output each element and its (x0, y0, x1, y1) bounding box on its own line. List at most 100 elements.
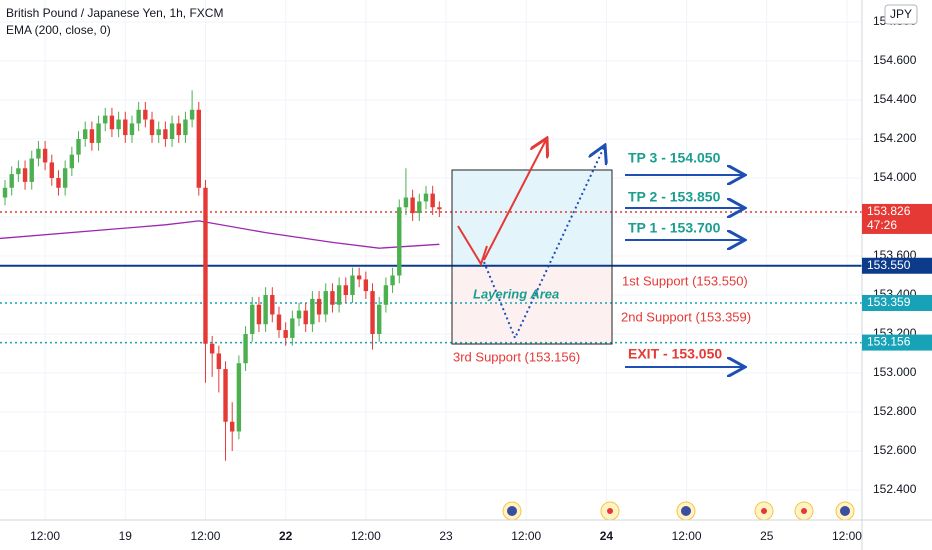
candle-body (390, 275, 395, 286)
candle-body (310, 298, 315, 325)
currency-box[interactable] (884, 4, 918, 25)
candle-body (263, 294, 268, 325)
price-tag-label: 153.550 (867, 258, 911, 272)
candle-body (256, 304, 262, 325)
candle-body (62, 168, 68, 188)
candle-body (103, 115, 108, 124)
candle-body (363, 279, 369, 292)
candle-body (397, 207, 402, 276)
candle-body (430, 193, 435, 208)
candle-body (56, 178, 61, 188)
candle-body (236, 363, 242, 432)
candle-body (296, 310, 302, 319)
candle-body (123, 119, 128, 136)
zone-upper (452, 170, 612, 266)
x-tick-label: 12:00 (30, 529, 60, 543)
x-tick-label: 23 (439, 529, 453, 543)
candle-body (223, 369, 228, 422)
candle-body (196, 109, 201, 188)
candle-body (169, 123, 175, 140)
y-tick-label: 154.400 (873, 92, 917, 106)
candle-body (2, 187, 8, 198)
support2-label: 2nd Support (153.359) (621, 309, 751, 324)
candle-body (230, 421, 235, 432)
candle-body (149, 119, 155, 136)
y-tick-label: 154.600 (873, 53, 917, 67)
candle-body (22, 168, 28, 182)
x-tick-label: 25 (760, 529, 774, 543)
x-tick-label: 12:00 (832, 529, 862, 543)
candle-body (89, 129, 95, 143)
candle-body (303, 310, 308, 325)
exit-label: EXIT - 153.050 (628, 346, 722, 362)
y-tick-label: 153.000 (873, 365, 917, 379)
candle-body (209, 343, 215, 354)
tp3-label: TP 3 - 154.050 (628, 150, 721, 166)
zone-label: Layering Area (473, 286, 559, 301)
candle-body (403, 197, 409, 208)
candle-body (143, 109, 148, 120)
red-arrow-down (457, 225, 488, 267)
candle-body (336, 285, 342, 305)
candle-body (36, 148, 41, 159)
candle-body (156, 129, 161, 136)
candle-body (283, 330, 288, 338)
x-tick-label: 12:00 (511, 529, 541, 543)
candle-body (370, 291, 375, 334)
candle-body (96, 123, 101, 143)
candle-body (163, 129, 168, 140)
candle-body (76, 139, 81, 155)
candle-body (270, 294, 275, 315)
x-tick-label: 12:00 (351, 529, 381, 543)
candle-body (250, 304, 255, 334)
price-tag (862, 203, 932, 234)
candle-body (417, 201, 422, 214)
candle-body (176, 123, 181, 136)
x-tick-label: 22 (279, 529, 293, 543)
candle-body (323, 291, 328, 315)
y-tick-label: 152.600 (873, 443, 917, 457)
support3-label: 3rd Support (153.156) (453, 349, 580, 364)
candle-body (42, 148, 48, 163)
price-tag (862, 334, 932, 351)
x-tick-label: 19 (119, 529, 133, 543)
tp2-label: TP 2 - 153.850 (628, 189, 721, 205)
candle-body (16, 168, 21, 175)
x-tick-label: 12:00 (190, 529, 220, 543)
price-tag-label: 153.826 (867, 204, 911, 218)
currency-label[interactable]: JPY (890, 7, 912, 21)
candle-body (423, 193, 429, 202)
zone-lower (452, 266, 612, 344)
candle-body (116, 119, 121, 130)
candle-body (136, 109, 141, 124)
y-tick-label: 152.800 (873, 404, 917, 418)
candle-body (189, 109, 195, 120)
zone-box (451, 169, 613, 345)
candle-body (410, 197, 415, 214)
price-tag (862, 294, 932, 311)
y-tick-label: 154.000 (873, 170, 917, 184)
red-arrow-up (483, 138, 547, 261)
candle-body (69, 154, 75, 169)
support1-label: 1st Support (153.550) (622, 273, 748, 288)
ema-line (0, 220, 440, 249)
candle-body (383, 285, 389, 305)
candle-body (109, 115, 115, 130)
indicator-label: EMA (200, close, 0) (6, 23, 111, 37)
x-tick-label: 12:00 (672, 529, 702, 543)
price-tag-label: 153.359 (867, 295, 911, 309)
event-icons (502, 501, 855, 521)
candle-body (350, 275, 355, 295)
candle-body (129, 123, 135, 136)
candle-body (183, 119, 188, 136)
candle-body (356, 275, 362, 280)
candle-body (377, 304, 382, 334)
candle-body (243, 333, 248, 364)
candle-body (437, 207, 442, 210)
tp1-label: TP 1 - 153.700 (628, 220, 721, 236)
y-tick-label: 154.200 (873, 131, 917, 145)
candle-body (276, 314, 282, 331)
candle-body (49, 162, 54, 179)
